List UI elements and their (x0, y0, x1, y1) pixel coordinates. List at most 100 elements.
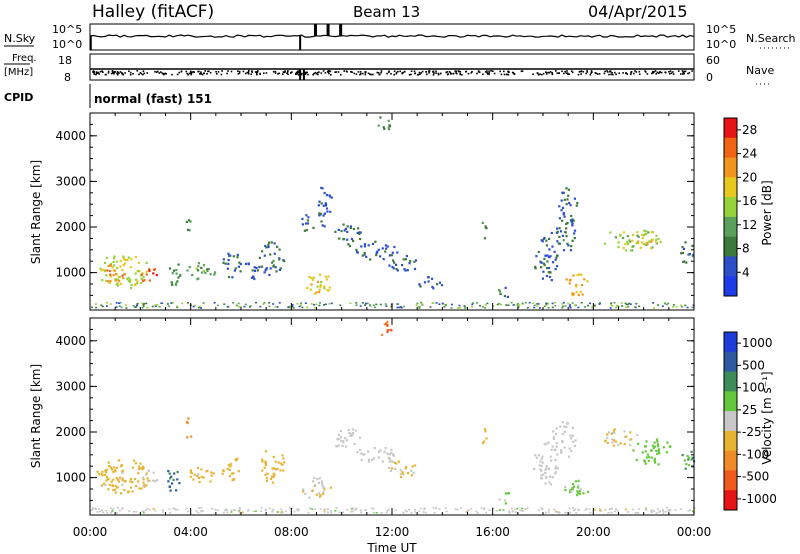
heatmap-cell (210, 471, 213, 474)
heatmap-cell (145, 484, 148, 487)
heatmap-cell (549, 483, 552, 486)
heatmap-cell (109, 279, 112, 282)
heatmap-cell (337, 433, 341, 436)
heatmap-cell (231, 472, 234, 475)
heatmap-cell (385, 511, 388, 514)
nave-point (432, 74, 435, 76)
heatmap-cell (280, 511, 283, 513)
date-label: 04/Apr/2015 (588, 2, 688, 21)
heatmap-cell (238, 261, 241, 264)
heatmap-cell (635, 458, 638, 462)
heatmap-cell (228, 468, 231, 471)
heatmap-cell (161, 509, 164, 511)
heatmap-cell (110, 507, 113, 510)
heatmap-cell (650, 456, 653, 459)
heatmap-cell (117, 459, 120, 462)
colorbar-segment (724, 216, 737, 238)
heatmap-cell (575, 284, 578, 287)
heatmap-cell (655, 512, 658, 514)
heatmap-cell (414, 464, 417, 467)
nave-point (185, 70, 188, 73)
heatmap-cell (230, 509, 233, 512)
heatmap-cell (258, 265, 261, 269)
heatmap-cell (570, 449, 573, 452)
heatmap-cell (464, 306, 467, 309)
heatmap-cell (152, 471, 155, 474)
heatmap-cell (151, 305, 154, 308)
nave-point (683, 70, 686, 73)
heatmap-cell (379, 449, 382, 452)
heatmap-cell (272, 455, 275, 458)
heatmap-cell (584, 509, 587, 511)
nave-point (614, 71, 616, 74)
heatmap-cell (119, 260, 122, 263)
heatmap-cell (186, 228, 190, 231)
nave-point (326, 70, 329, 73)
nave-point (216, 73, 218, 75)
heatmap-cell (256, 269, 259, 272)
heatmap-cell (614, 440, 617, 443)
heatmap-cell (241, 511, 244, 514)
heatmap-cell (641, 451, 644, 454)
nave-point (611, 72, 613, 74)
heatmap-cell (167, 470, 170, 473)
heatmap-cell (561, 433, 564, 436)
heatmap-cell (544, 471, 547, 475)
nave-point (397, 70, 399, 73)
heatmap-cell (593, 508, 596, 511)
heatmap-cell (301, 306, 304, 309)
nave-point (180, 70, 183, 73)
heatmap-cell (565, 426, 568, 429)
heatmap-cell (364, 304, 366, 306)
heatmap-cell (253, 269, 257, 272)
heatmap-cell (372, 457, 376, 460)
heatmap-cell (554, 258, 557, 261)
nave-point (165, 73, 167, 75)
heatmap-cell (243, 305, 246, 308)
heatmap-cell (555, 265, 559, 268)
heatmap-cell (148, 479, 151, 482)
heatmap-cell (570, 220, 573, 224)
nave-point (426, 73, 428, 76)
heatmap-cell (235, 304, 238, 307)
heatmap-cell (388, 264, 391, 267)
heatmap-cell (329, 210, 332, 213)
heatmap-cell (561, 440, 564, 443)
heatmap-cell (562, 239, 565, 242)
heatmap-cell (539, 468, 542, 471)
heatmap-cell (200, 507, 203, 509)
heatmap-cell (323, 508, 326, 510)
heatmap-cell (321, 224, 324, 227)
heatmap-cell (347, 243, 350, 246)
nave-point (207, 70, 210, 72)
heatmap-cell (556, 240, 559, 243)
heatmap-cell (120, 492, 123, 495)
heatmap-cell (556, 254, 559, 257)
heatmap-cell (170, 281, 173, 284)
heatmap-cell (472, 302, 475, 304)
heatmap-cell (134, 462, 137, 465)
heatmap-cell (388, 254, 391, 257)
nave-point (307, 73, 309, 76)
heatmap-cell (136, 280, 139, 283)
heatmap-cell (387, 456, 390, 459)
heatmap-cell (566, 242, 569, 245)
colorbar-tick-label: 24 (742, 147, 757, 161)
heatmap-cell (646, 242, 649, 245)
nave-point (107, 70, 110, 73)
heatmap-cell (129, 266, 132, 269)
heatmap-cell (198, 305, 201, 308)
heatmap-cell (566, 198, 569, 201)
colorbar-segment (724, 411, 737, 432)
heatmap-cell (130, 287, 133, 290)
heatmap-cell (316, 285, 319, 288)
colorbar-segment (724, 197, 737, 218)
velocity-heatmap (90, 320, 696, 514)
nave-point (492, 70, 494, 72)
heatmap-cell (406, 269, 409, 272)
heatmap-cell (255, 301, 257, 304)
heatmap-cell (561, 219, 564, 222)
nave-point (428, 70, 430, 72)
heatmap-cell (105, 471, 108, 474)
nave-point (393, 73, 395, 76)
